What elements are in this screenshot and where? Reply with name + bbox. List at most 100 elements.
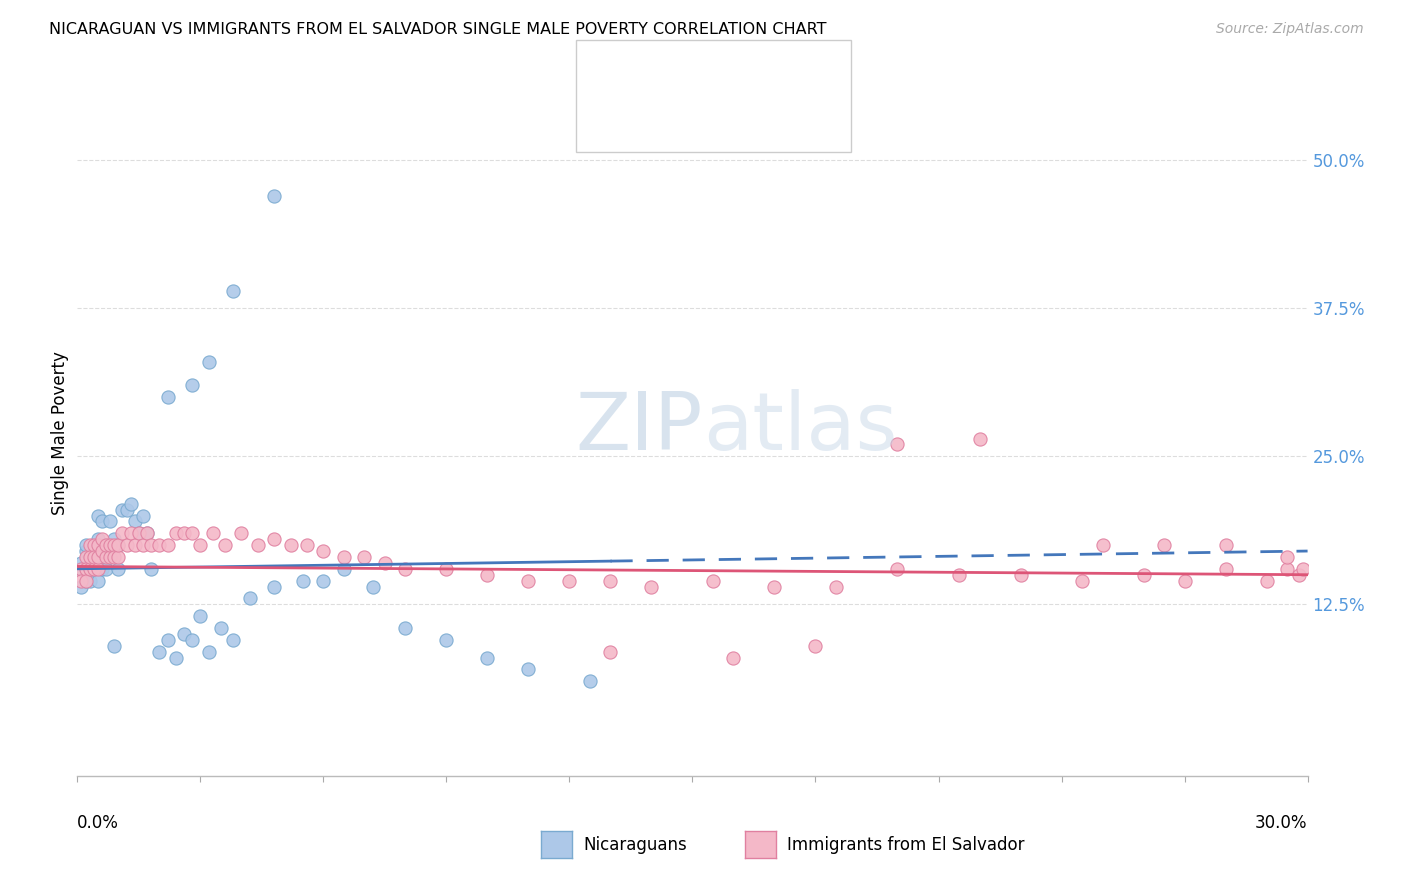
Point	[804, 639, 827, 653]
Point	[477, 567, 499, 582]
Point	[90, 532, 114, 546]
Point	[83, 562, 105, 576]
Point	[201, 526, 224, 541]
Point	[1275, 562, 1298, 576]
Point	[181, 526, 204, 541]
Point	[1010, 567, 1032, 582]
Point	[599, 645, 621, 659]
Point	[75, 549, 97, 564]
Text: 0.012: 0.012	[685, 63, 737, 81]
Point	[79, 538, 101, 552]
Point	[83, 538, 105, 552]
Point	[75, 538, 97, 552]
Point	[70, 574, 93, 588]
Point	[394, 562, 416, 576]
Point	[246, 538, 269, 552]
Point	[87, 538, 110, 552]
Point	[361, 580, 384, 594]
Point	[115, 538, 138, 552]
Point	[141, 562, 163, 576]
Point	[165, 650, 187, 665]
Text: 30.0%: 30.0%	[1256, 814, 1308, 831]
Point	[70, 556, 93, 570]
Point	[312, 574, 335, 588]
Point	[181, 632, 204, 647]
Point	[156, 538, 179, 552]
Point	[83, 562, 105, 576]
Text: ZIP: ZIP	[575, 389, 703, 467]
Point	[1256, 574, 1278, 588]
Point	[280, 538, 302, 552]
Point	[1091, 538, 1114, 552]
Point	[115, 502, 138, 516]
Point	[263, 532, 285, 546]
Point	[136, 526, 159, 541]
Text: Nicaraguans: Nicaraguans	[583, 836, 688, 854]
Point	[156, 390, 179, 404]
Point	[136, 526, 159, 541]
Point	[640, 580, 662, 594]
Point	[83, 556, 105, 570]
Point	[1132, 567, 1154, 582]
Text: N =: N =	[745, 63, 782, 81]
Text: Immigrants from El Salvador: Immigrants from El Salvador	[787, 836, 1025, 854]
Point	[107, 538, 129, 552]
Point	[98, 549, 121, 564]
Point	[374, 556, 396, 570]
Point	[111, 526, 134, 541]
Point	[173, 526, 195, 541]
Point	[128, 526, 150, 541]
Point	[181, 378, 204, 392]
Point	[70, 580, 93, 594]
Point	[98, 515, 121, 529]
Point	[222, 284, 245, 298]
Point	[120, 526, 142, 541]
Point	[333, 562, 356, 576]
Point	[579, 674, 602, 689]
Point	[94, 549, 117, 564]
Point	[214, 538, 236, 552]
Point	[103, 532, 125, 546]
Point	[75, 562, 97, 576]
Point	[70, 562, 93, 576]
Y-axis label: Single Male Poverty: Single Male Poverty	[51, 351, 69, 515]
Point	[173, 627, 195, 641]
Point	[120, 497, 142, 511]
Point	[1174, 574, 1197, 588]
Point	[969, 432, 991, 446]
Point	[87, 508, 110, 523]
Point	[1288, 567, 1310, 582]
Point	[79, 562, 101, 576]
Point	[394, 621, 416, 635]
Point	[87, 532, 110, 546]
Point	[98, 549, 121, 564]
Point	[75, 544, 97, 558]
Point	[79, 549, 101, 564]
Point	[188, 538, 212, 552]
Text: 56: 56	[787, 63, 810, 81]
Point	[90, 549, 114, 564]
Text: 0.0%: 0.0%	[77, 814, 120, 831]
Point	[886, 437, 908, 451]
Point	[111, 502, 134, 516]
Point	[599, 574, 621, 588]
Point	[87, 549, 110, 564]
Point	[70, 562, 93, 576]
Text: NICARAGUAN VS IMMIGRANTS FROM EL SALVADOR SINGLE MALE POVERTY CORRELATION CHART: NICARAGUAN VS IMMIGRANTS FROM EL SALVADO…	[49, 22, 827, 37]
Point	[156, 632, 179, 647]
Point	[436, 562, 458, 576]
Point	[1275, 549, 1298, 564]
Point	[209, 621, 232, 635]
Point	[132, 508, 155, 523]
Point	[94, 562, 117, 576]
Point	[763, 580, 786, 594]
Point	[1292, 562, 1315, 576]
Point	[124, 515, 146, 529]
Point	[436, 632, 458, 647]
Text: R =: R =	[640, 63, 676, 81]
Point	[103, 538, 125, 552]
Point	[477, 650, 499, 665]
Point	[353, 549, 375, 564]
Point	[295, 538, 318, 552]
Point	[128, 526, 150, 541]
